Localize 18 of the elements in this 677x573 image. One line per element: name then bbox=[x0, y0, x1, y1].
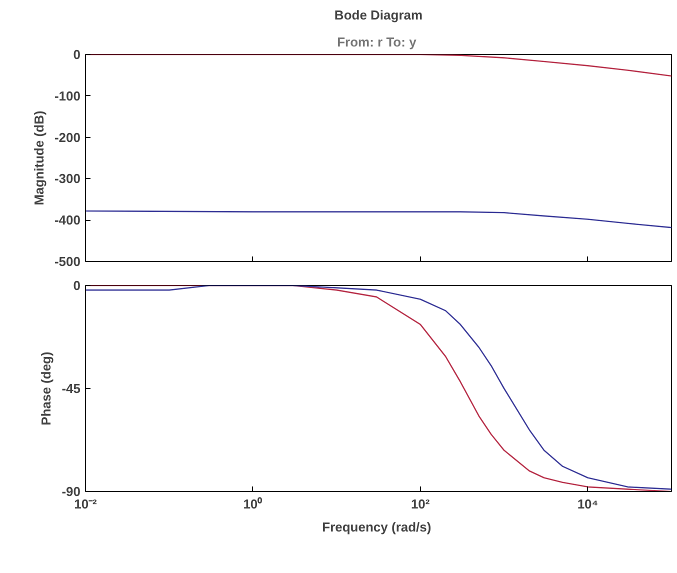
y-tick-label: -500 bbox=[54, 254, 81, 269]
y-tick-label: -400 bbox=[54, 212, 81, 228]
y-tick-label: -300 bbox=[54, 171, 81, 186]
chart-subtitle: From: r To: y bbox=[337, 34, 418, 50]
x-tick-label: 10² bbox=[410, 496, 430, 512]
y-tick-label: -45 bbox=[62, 381, 81, 396]
y-tick-label: -100 bbox=[54, 88, 81, 104]
y-tick-label: 0 bbox=[73, 278, 81, 293]
x-tick-label: 10⁻² bbox=[74, 496, 98, 512]
y-tick-label: -90 bbox=[62, 484, 81, 499]
y-tick-label: -200 bbox=[54, 130, 81, 145]
y-tick-label: 0 bbox=[73, 47, 81, 62]
y-axis-title: Phase (deg) bbox=[38, 352, 54, 426]
x-axis-title: Frequency (rad/s) bbox=[322, 520, 432, 534]
x-tick-label: 10⁰ bbox=[243, 496, 263, 512]
x-tick-label: 10⁴ bbox=[577, 496, 598, 512]
y-axis-title: Magnitude (dB) bbox=[31, 110, 46, 206]
chart-title: Bode Diagram bbox=[334, 8, 423, 22]
